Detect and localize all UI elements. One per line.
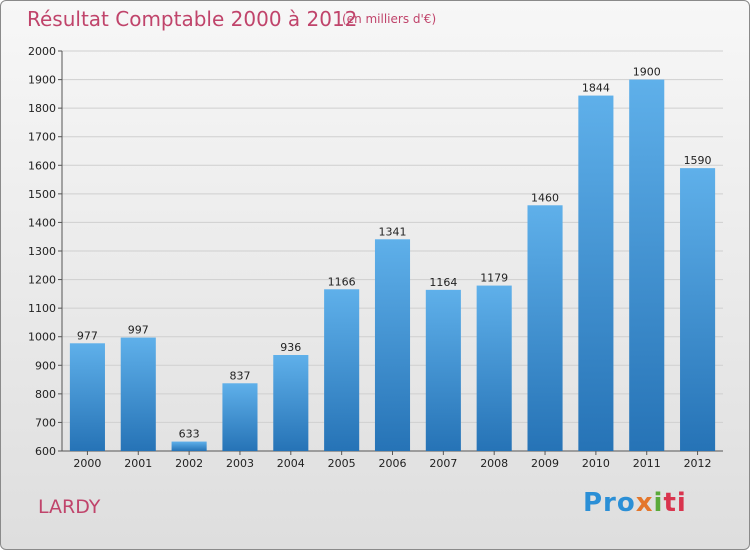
data-label: 1341 — [379, 225, 407, 238]
data-label: 1460 — [531, 191, 559, 204]
proxiti-logo: Proxiti — [583, 488, 687, 518]
bar-2005 — [324, 289, 360, 451]
x-tick-label: 2008 — [480, 457, 508, 470]
y-tick-label: 800 — [35, 388, 56, 401]
bar-2011 — [629, 79, 665, 452]
chart-subtitle: (en milliers d'€) — [342, 12, 437, 26]
commune-name: LARDY — [38, 496, 101, 518]
logo-part: i — [653, 488, 664, 518]
data-label: 633 — [179, 428, 200, 441]
logo-part: x — [635, 488, 654, 518]
y-tick-label: 700 — [35, 416, 56, 429]
bar-2009 — [527, 205, 563, 451]
data-label: 1166 — [328, 275, 356, 288]
y-tick-label: 1600 — [28, 159, 56, 172]
data-label: 997 — [128, 324, 149, 337]
bar-2010 — [578, 95, 614, 452]
x-tick-label: 2006 — [379, 457, 407, 470]
bar-2008 — [476, 285, 512, 451]
logo-part: ti — [663, 488, 687, 518]
y-tick-label: 1800 — [28, 102, 56, 115]
x-tick-label: 2002 — [175, 457, 203, 470]
data-label: 1590 — [684, 154, 712, 167]
y-tick-label: 1700 — [28, 131, 56, 144]
y-tick-label: 1200 — [28, 274, 56, 287]
x-tick-label: 2007 — [429, 457, 457, 470]
y-tick-label: 1300 — [28, 245, 56, 258]
y-tick-label: 1900 — [28, 74, 56, 87]
x-tick-label: 2001 — [124, 457, 152, 470]
bar-2012 — [680, 168, 716, 451]
data-label: 977 — [77, 329, 98, 342]
bar-2000 — [69, 343, 105, 451]
data-label: 1900 — [633, 66, 661, 79]
y-tick-label: 1500 — [28, 188, 56, 201]
y-tick-label: 1000 — [28, 331, 56, 344]
bar-2003 — [222, 383, 258, 451]
logo-part: Pro — [583, 488, 636, 518]
bar-2004 — [273, 355, 309, 451]
bar-2006 — [374, 239, 411, 451]
y-tick-label: 1100 — [28, 302, 56, 315]
x-tick-label: 2011 — [633, 457, 661, 470]
x-tick-label: 2012 — [684, 457, 712, 470]
x-tick-label: 2004 — [277, 457, 305, 470]
bar-2007 — [425, 289, 461, 451]
chart-title: Résultat Comptable 2000 à 2012 — [27, 7, 358, 31]
x-tick-label: 2009 — [531, 457, 559, 470]
y-tick-label: 600 — [35, 445, 56, 458]
x-tick-label: 2005 — [328, 457, 356, 470]
x-tick-label: 2000 — [73, 457, 101, 470]
bar-2001 — [120, 337, 156, 451]
y-tick-label: 900 — [35, 359, 56, 372]
y-tick-label: 2000 — [28, 45, 56, 58]
data-label: 1164 — [429, 276, 457, 289]
data-label: 1179 — [480, 272, 508, 285]
x-tick-label: 2010 — [582, 457, 610, 470]
x-tick-label: 2003 — [226, 457, 254, 470]
data-label: 936 — [280, 341, 301, 354]
data-label: 837 — [229, 369, 250, 382]
y-tick-label: 1400 — [28, 216, 56, 229]
bar-2002 — [171, 441, 207, 451]
data-label: 1844 — [582, 82, 610, 95]
